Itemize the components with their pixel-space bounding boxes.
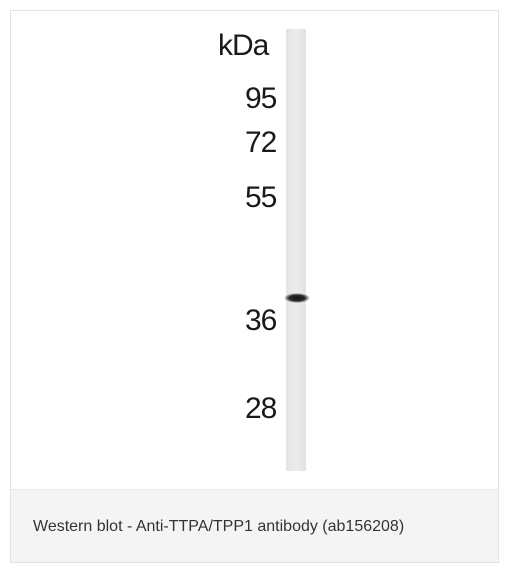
western-blot-image: kDa 95 72 55 36 28: [11, 11, 498, 489]
figure-card: kDa 95 72 55 36 28 Western blot - Anti-T…: [10, 10, 499, 563]
blot-lane-graphic: [284, 29, 310, 471]
marker-36: 36: [245, 304, 277, 337]
marker-72: 72: [245, 126, 277, 159]
figure-caption: Western blot - Anti-TTPA/TPP1 antibody (…: [33, 518, 405, 535]
blot-band: [284, 293, 310, 303]
marker-55: 55: [245, 181, 277, 214]
caption-bar: Western blot - Anti-TTPA/TPP1 antibody (…: [11, 489, 498, 562]
marker-95: 95: [245, 82, 277, 115]
unit-label: kDa: [218, 29, 269, 62]
blot-lane: [286, 29, 306, 471]
marker-28: 28: [245, 392, 277, 425]
